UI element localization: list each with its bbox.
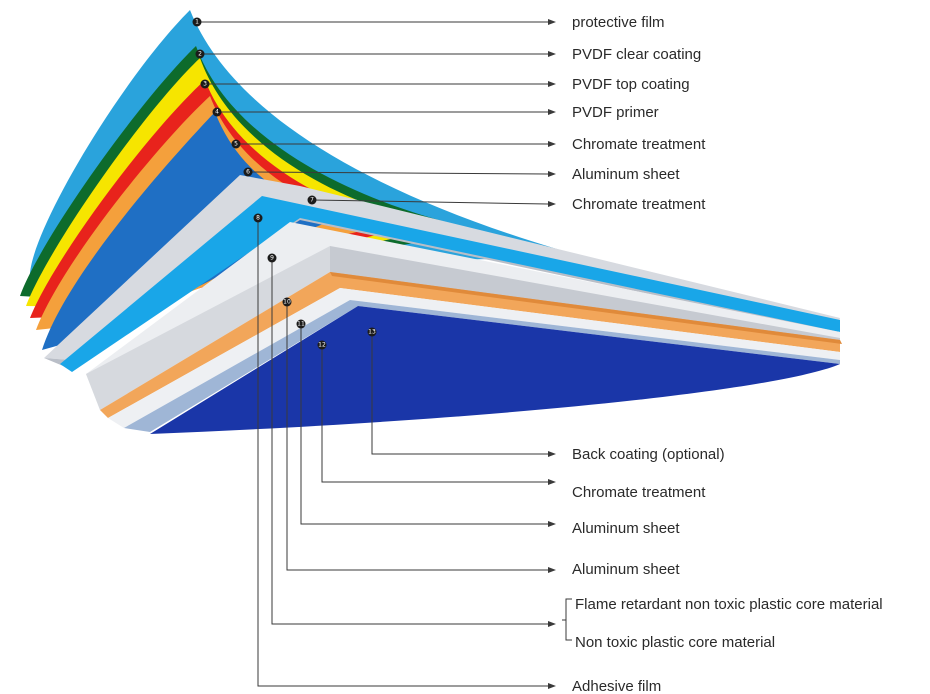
- bottom-leaders: [257, 218, 572, 689]
- label-flame-retardant-core: Flame retardant non toxic plastic core m…: [575, 596, 883, 613]
- layer-chromate-thin: [124, 300, 840, 432]
- layer-core-top: [86, 222, 840, 410]
- marker-12: 12: [317, 340, 327, 350]
- panel-stack: [44, 175, 842, 434]
- label-aluminum-sheet-2: Aluminum sheet: [572, 520, 680, 537]
- marker-3: 3: [200, 79, 210, 89]
- label-aluminum-sheet-3: Aluminum sheet: [572, 561, 680, 578]
- marker-8: 8: [253, 213, 263, 223]
- svg-text:8: 8: [256, 215, 260, 222]
- svg-text:12: 12: [318, 342, 326, 349]
- label-chromate-treatment-3: Chromate treatment: [572, 484, 706, 501]
- layer-aluminum-light: [108, 288, 840, 428]
- label-protective-film: protective film: [572, 14, 665, 31]
- label-pvdf-clear-coating: PVDF clear coating: [572, 46, 701, 63]
- marker-13: 13: [367, 327, 377, 337]
- label-non-toxic-core: Non toxic plastic core material: [575, 634, 775, 651]
- label-chromate-treatment-1: Chromate treatment: [572, 136, 706, 153]
- svg-text:1: 1: [195, 19, 199, 26]
- label-aluminum-sheet-1: Aluminum sheet: [572, 166, 680, 183]
- layer-aluminum-orange: [100, 272, 840, 418]
- marker-2: 2: [195, 49, 205, 59]
- svg-text:11: 11: [297, 321, 305, 328]
- marker-6: 6: [243, 167, 253, 177]
- svg-text:7: 7: [310, 197, 314, 204]
- svg-text:5: 5: [234, 141, 238, 148]
- number-markers: 1 2 3 4 5 6 7 8 9 10 11 12 13: [192, 17, 377, 350]
- marker-10: 10: [282, 297, 292, 307]
- marker-5: 5: [231, 139, 241, 149]
- marker-11: 11: [296, 319, 306, 329]
- marker-9: 9: [267, 253, 277, 263]
- label-chromate-treatment-2: Chromate treatment: [572, 196, 706, 213]
- svg-text:2: 2: [198, 51, 202, 58]
- svg-text:3: 3: [203, 81, 207, 88]
- marker-4: 4: [212, 107, 222, 117]
- labels: protective film PVDF clear coating PVDF …: [572, 14, 883, 694]
- label-adhesive-film: Adhesive film: [572, 678, 661, 694]
- marker-7: 7: [307, 195, 317, 205]
- svg-text:4: 4: [215, 109, 219, 116]
- svg-text:10: 10: [283, 299, 291, 306]
- svg-text:6: 6: [246, 169, 250, 176]
- layer-core-side: [86, 246, 330, 410]
- marker-1: 1: [192, 17, 202, 27]
- svg-text:13: 13: [368, 329, 376, 336]
- layer-adhesive-film: [60, 196, 840, 372]
- label-pvdf-primer: PVDF primer: [572, 104, 659, 121]
- label-back-coating: Back coating (optional): [572, 446, 725, 463]
- svg-text:9: 9: [270, 255, 274, 262]
- label-pvdf-top-coating: PVDF top coating: [572, 76, 690, 93]
- top-leaders: [197, 19, 556, 207]
